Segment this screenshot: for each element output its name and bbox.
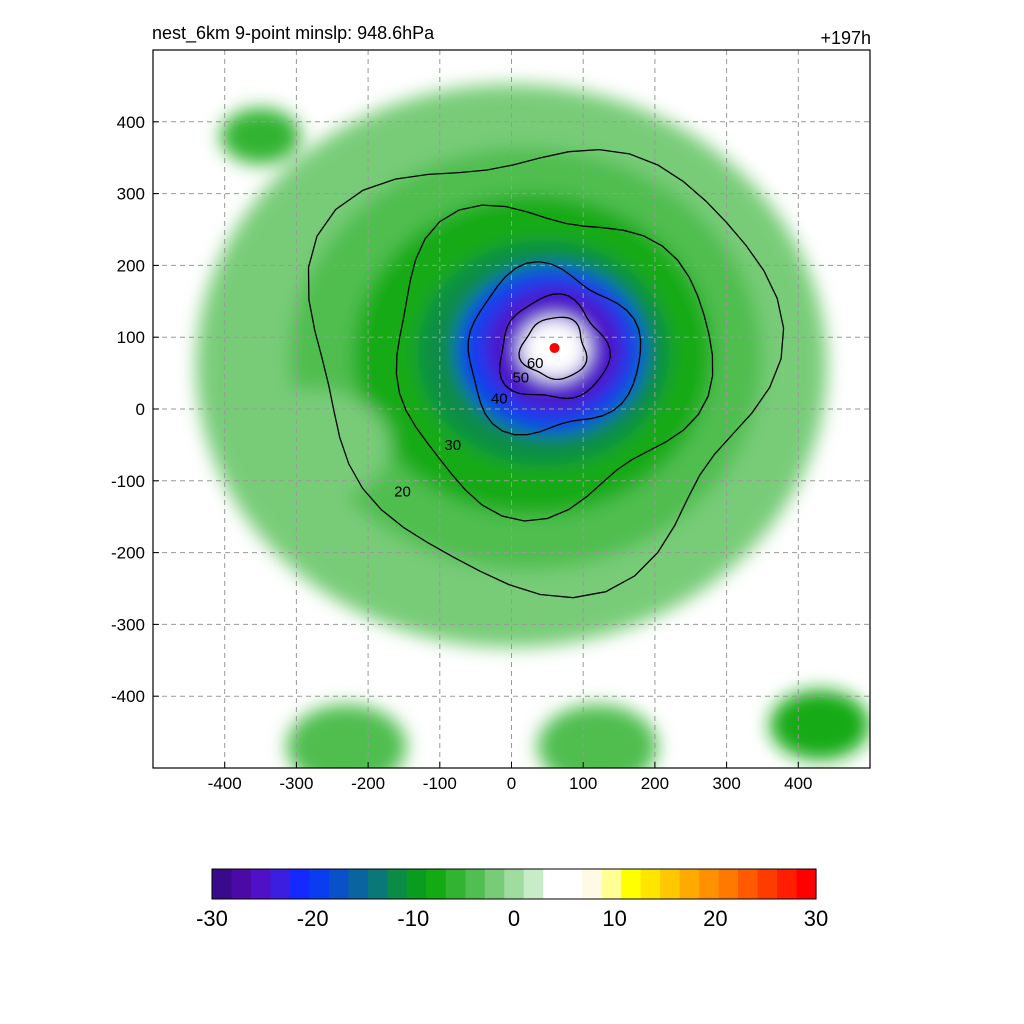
colorbar-cell — [562, 869, 583, 899]
shade-region — [220, 108, 301, 165]
shade-region — [537, 704, 658, 768]
grid — [153, 50, 870, 768]
colorbar-cell — [289, 869, 311, 899]
y-axis: 400 300 200 100 0 -100 -200 -300 -400 — [111, 113, 159, 706]
y-tick-label: -300 — [111, 615, 145, 634]
shade-region — [769, 689, 870, 760]
colorbar-cell — [796, 869, 817, 899]
colorbar-tick-label: -20 — [297, 906, 329, 931]
colorbar-cell — [757, 869, 778, 899]
colorbar-cell — [484, 869, 505, 899]
y-tick-label: 0 — [136, 400, 145, 419]
shade-region — [230, 388, 391, 501]
red-dot-icon — [549, 342, 560, 353]
y-tick-label: -400 — [111, 687, 145, 706]
y-tick-label: 100 — [117, 328, 145, 347]
colorbar-cell — [212, 869, 233, 899]
y-tick-label: 300 — [117, 185, 145, 204]
colorbar-cell — [660, 869, 681, 899]
x-tick-label: 200 — [641, 774, 669, 793]
contour-label: 40 — [491, 390, 508, 407]
x-tick-label: -100 — [423, 774, 457, 793]
x-tick-label: 300 — [712, 774, 740, 793]
shade-region — [286, 704, 407, 768]
y-tick-label: 200 — [117, 256, 145, 275]
x-tick-label: 400 — [784, 774, 812, 793]
x-tick-label: -300 — [279, 774, 313, 793]
contour-label: 30 — [444, 437, 461, 454]
colorbar-cell — [406, 869, 427, 899]
x-tick-label: 0 — [507, 774, 516, 793]
colorbar-cell — [445, 869, 466, 899]
contour-line — [307, 148, 785, 599]
colorbar-cell — [718, 869, 739, 899]
colorbar-cell — [387, 869, 408, 899]
colorbar-cell — [465, 869, 486, 899]
colorbar-tick-label: -30 — [196, 906, 228, 931]
colorbar-cell — [523, 869, 544, 899]
contour-label: 50 — [512, 369, 529, 386]
contour-label: 60 — [527, 355, 544, 372]
colorbar-cell — [699, 869, 720, 899]
colorbar-cell — [250, 869, 272, 899]
contour-line — [518, 316, 588, 381]
colorbar-cell — [777, 869, 798, 899]
colorbar-cell — [231, 869, 252, 899]
x-tick-label: 100 — [569, 774, 597, 793]
colorbar-cell — [582, 869, 603, 899]
y-tick-label: -100 — [111, 472, 145, 491]
colorbar-tick-label: 30 — [804, 906, 828, 931]
colorbar-cell — [367, 869, 388, 899]
x-tick-label: -200 — [351, 774, 385, 793]
contour-line — [499, 293, 611, 400]
colorbar-cells — [212, 869, 817, 899]
colorbar-tick-label: 0 — [508, 906, 520, 931]
colorbar-cell — [309, 869, 330, 899]
colorbar-ticks: -30 -20 -10 0 10 20 30 — [196, 906, 828, 931]
colorbar-cell — [426, 869, 447, 899]
colorbar-cell — [328, 869, 349, 899]
colorbar-tick-label: 10 — [602, 906, 626, 931]
colorbar-frame — [211, 868, 817, 900]
x-tick-label: -400 — [208, 774, 242, 793]
colorbar-cell — [679, 869, 700, 899]
colorbar-cell — [348, 869, 369, 899]
colorbar-cell — [601, 869, 622, 899]
contour-line — [467, 260, 642, 436]
colorbar-cell — [270, 869, 291, 899]
time-label: +197h — [820, 28, 871, 48]
colorbar-cell — [640, 869, 661, 899]
colorbar: -30 -20 -10 0 10 20 30 — [196, 868, 828, 931]
colorbar-tick-label: 20 — [703, 906, 727, 931]
y-tick-label: 400 — [117, 113, 145, 132]
contour-line — [395, 204, 714, 522]
colorbar-cell — [738, 869, 759, 899]
y-tick-label: -200 — [111, 544, 145, 563]
colorbar-cell — [543, 869, 564, 899]
colorbar-cell — [504, 869, 525, 899]
colorbar-cell — [621, 869, 642, 899]
x-axis: -400 -300 -200 -100 0 100 200 300 400 — [208, 762, 812, 793]
colorbar-tick-label: -10 — [397, 906, 429, 931]
contour-label: 20 — [394, 484, 411, 501]
chart-title: nest_6km 9-point minslp: 948.6hPa — [152, 23, 435, 44]
